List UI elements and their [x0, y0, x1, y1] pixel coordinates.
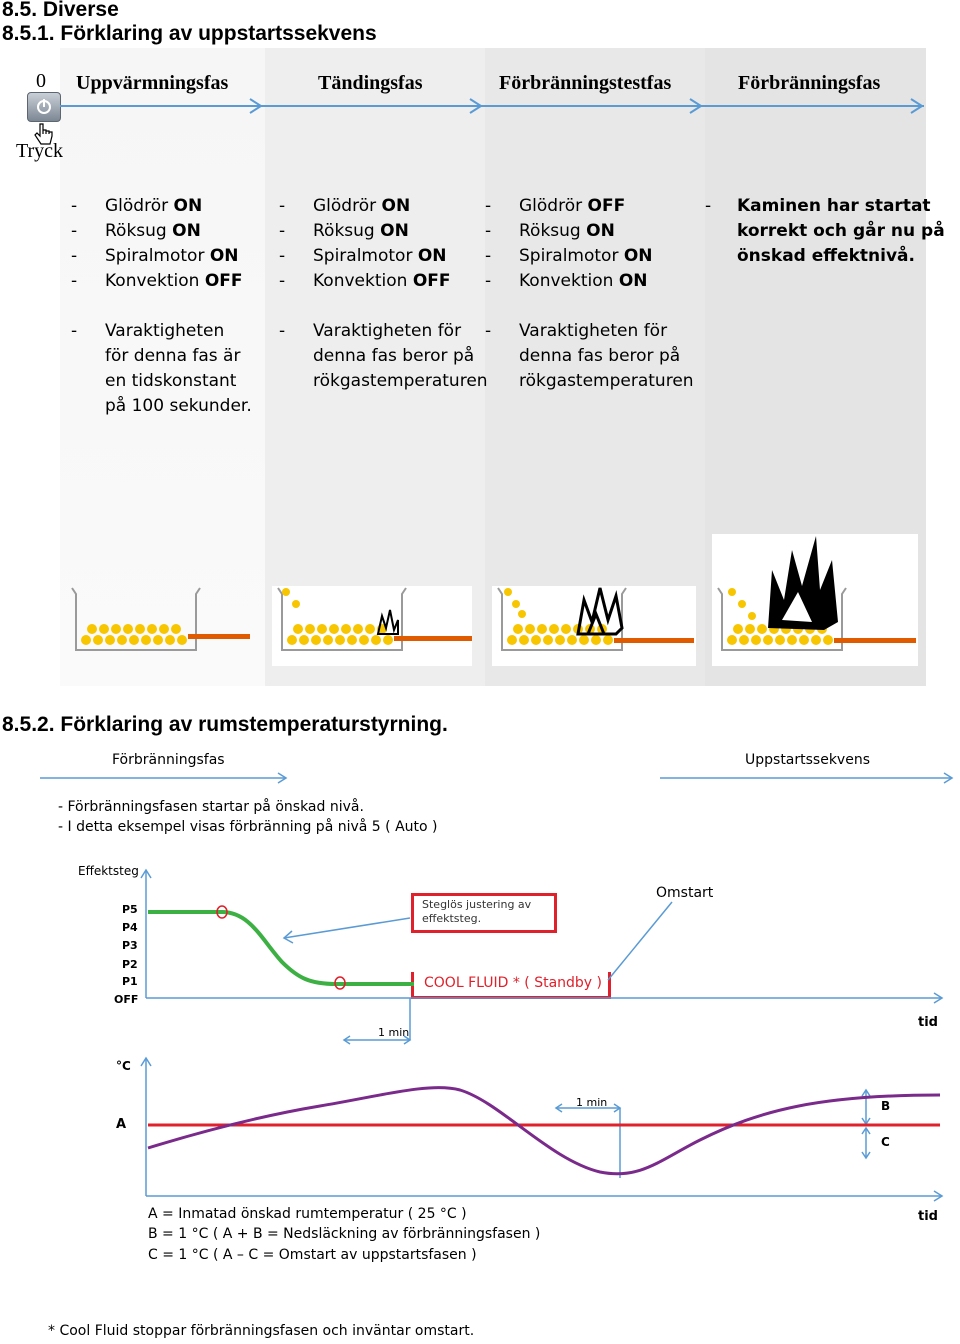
restart-label: Omstart: [656, 885, 714, 901]
room-temperature-diagram: [40, 772, 954, 1202]
phase-column-3-bg: [485, 48, 705, 686]
section-title: 8.5. Diverse: [2, 0, 119, 21]
note-2: - I detta eksempel visas förbränning på …: [58, 819, 438, 835]
legend-a: A = Inmatad önskad rumtemperatur ( 25 °C…: [148, 1206, 467, 1222]
phase-2-duration: - Varaktigheten för denna fas beror på rö…: [279, 321, 488, 391]
list-item: - Spiralmotor ON: [71, 246, 239, 266]
power-button-zero-label: 0: [36, 70, 46, 92]
temp-axis-label: °C: [116, 1059, 131, 1073]
phase-name-1: Uppvärmningsfas: [76, 72, 229, 94]
phase-1-items: - Glödrör ON - Röksug ON - Spiralmotor ON -…: [71, 194, 243, 294]
phase-4-result: - Kaminen har startat korrekt och går nu …: [705, 196, 945, 266]
list-item: - Konvektion OFF: [279, 271, 451, 291]
phase-name-4: Förbränningsfas: [738, 72, 881, 94]
phase-name-2: Tändingsfas: [318, 72, 423, 94]
phase-1-duration: - Varaktigheten för denna fas är en tidsk…: [71, 321, 252, 416]
level-p1: P1: [122, 975, 138, 988]
phase-2-items: - Glödrör ON - Röksug ON - Spiralmotor ON -…: [279, 194, 451, 294]
level-p3: P3: [122, 939, 138, 952]
one-min-label-b: 1 min: [576, 1096, 608, 1109]
phase-3-items: - Glödrör OFF - Röksug ON - Spiralmotor ON …: [485, 194, 653, 294]
b-label: B: [881, 1099, 891, 1113]
power-icon: [37, 99, 51, 114]
list-item: - Röksug ON: [485, 221, 615, 241]
legend-c: C = 1 °C ( A – C = Omstart av uppstartsf…: [148, 1247, 477, 1263]
y-axis-label-effect: Effektsteg: [78, 864, 139, 878]
one-min-label-a: 1 min: [378, 1026, 410, 1039]
time-axis-label-b: tid: [918, 1209, 938, 1224]
list-item: - Glödrör OFF: [485, 196, 626, 216]
burner-phase-2-image: [272, 586, 472, 666]
press-label: Tryck: [16, 140, 64, 162]
phase-3-duration: - Varaktigheten för denna fas beror på rö…: [485, 321, 694, 391]
phase-name-3: Förbränningstestfas: [499, 72, 672, 94]
level-p5: P5: [122, 903, 138, 916]
note-1: - Förbränningsfasen startar på önskad ni…: [58, 799, 364, 815]
phase-column-1-bg: [60, 48, 265, 686]
level-p4: P4: [122, 921, 138, 934]
burner-phase-3-image: [492, 586, 696, 666]
coolfluid-box: COOL FLUID * ( Standby ): [411, 972, 611, 999]
list-item: - Konvektion OFF: [71, 271, 243, 291]
list-item: - Konvektion ON: [485, 271, 648, 291]
hand-cursor-icon: [34, 123, 53, 145]
subsection-title-room: 8.5.2. Förklaring av rumstemperaturstyrn…: [2, 713, 448, 736]
phase-left-label: Förbränningsfas: [112, 752, 225, 768]
phase-column-2-bg: [265, 48, 485, 686]
list-item: - Röksug ON: [279, 221, 409, 241]
phase-right-label: Uppstartssekvens: [745, 752, 871, 768]
list-item: - Spiralmotor ON: [485, 246, 653, 266]
line-a-label: A: [116, 1117, 127, 1132]
level-p2: P2: [122, 958, 138, 971]
legend-b: B = 1 °C ( A + B = Nedsläckning av förbr…: [148, 1226, 541, 1242]
stepless-adjustment-box: Steglös justering av effektsteg.: [411, 893, 557, 933]
burner-phase-1-image: [71, 587, 250, 651]
power-button[interactable]: [27, 92, 61, 122]
c-label: C: [881, 1135, 890, 1149]
list-item: - Glödrör ON: [279, 196, 411, 216]
burner-illustrations: [71, 534, 918, 666]
phase-arrows: [60, 98, 924, 114]
burner-phase-4-image: [712, 534, 918, 666]
list-item: - Glödrör ON: [71, 196, 203, 216]
list-item: - Spiralmotor ON: [279, 246, 447, 266]
level-off: OFF: [114, 993, 139, 1006]
subsection-title-startup: 8.5.1. Förklaring av uppstartssekvens: [2, 22, 377, 45]
time-axis-label-a: tid: [918, 1015, 938, 1030]
list-item: - Röksug ON: [71, 221, 201, 241]
footnote: * Cool Fluid stoppar förbränningsfasen o…: [48, 1323, 475, 1339]
